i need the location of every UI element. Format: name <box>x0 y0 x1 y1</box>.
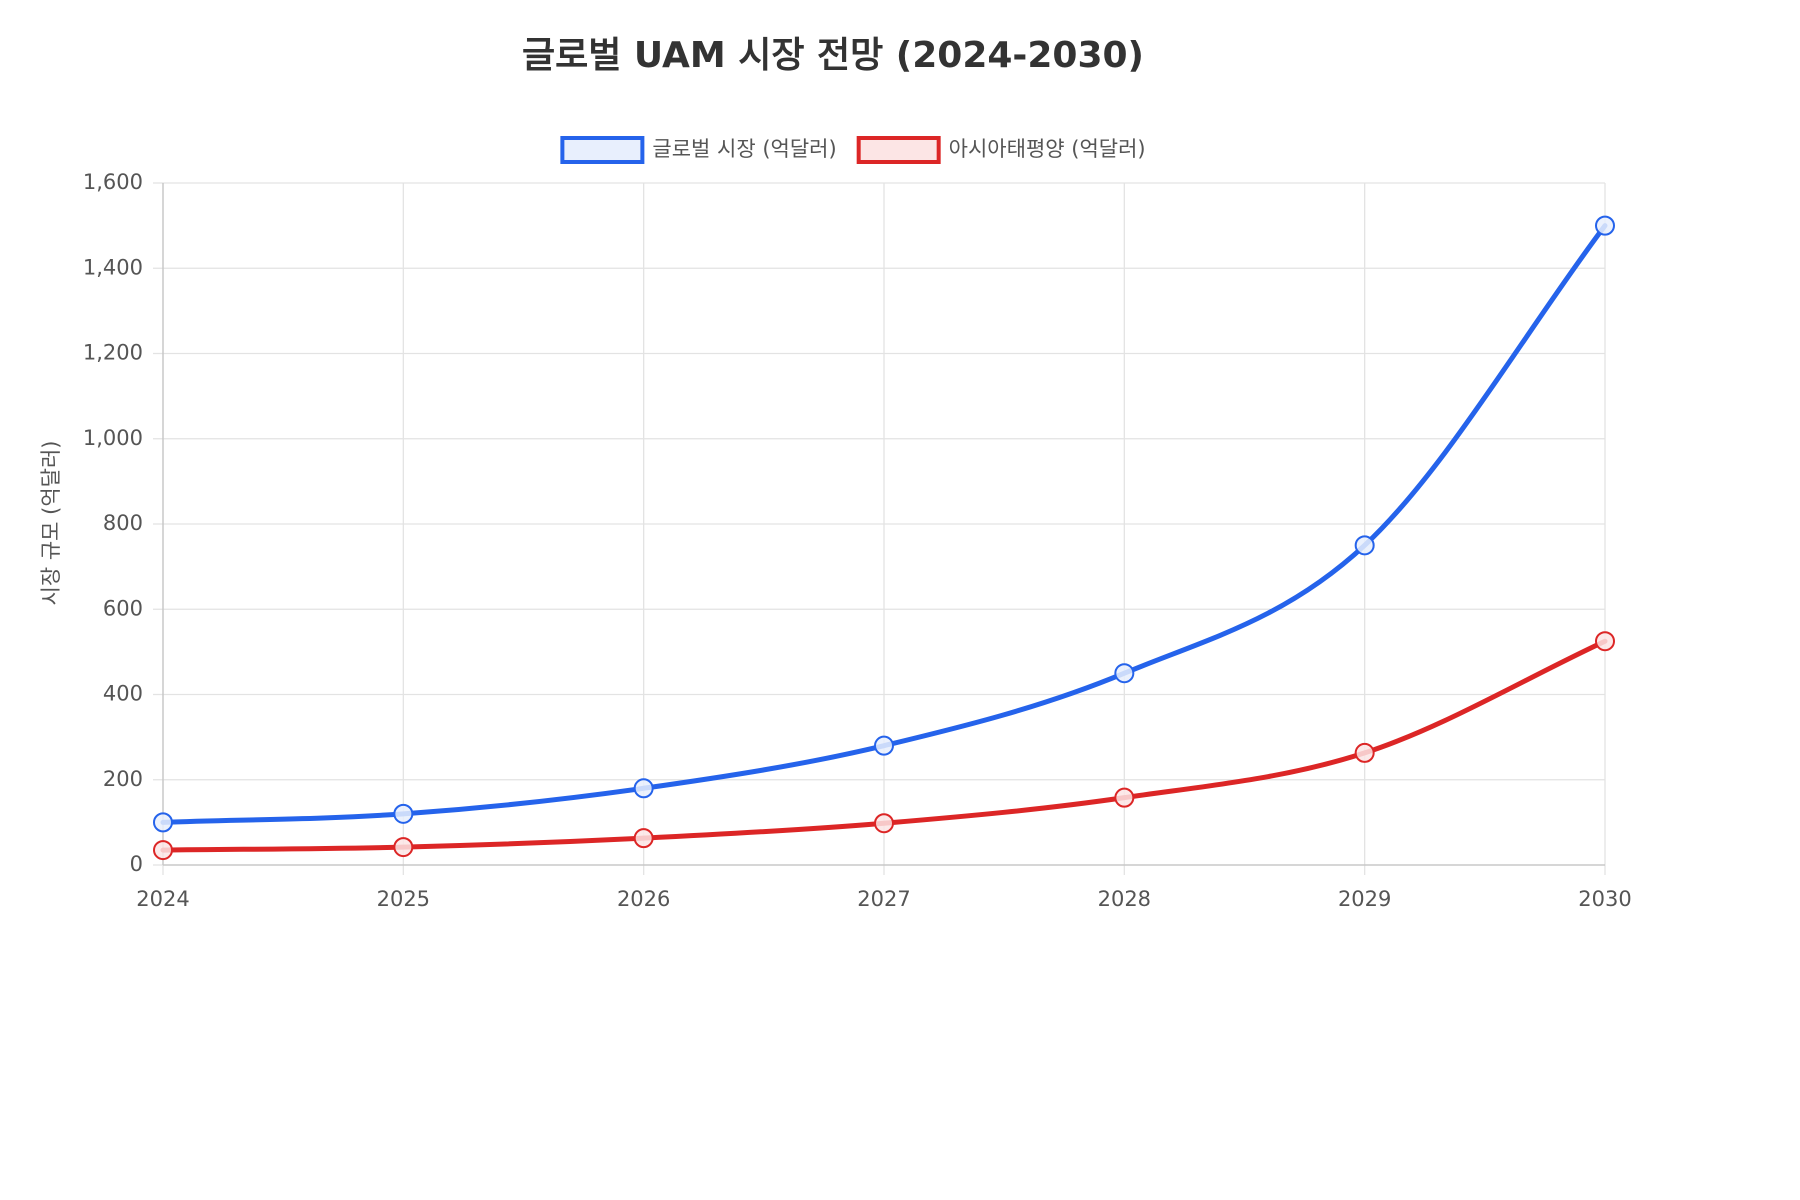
y-tick-label: 1,000 <box>83 426 143 450</box>
data-point <box>874 735 894 756</box>
legend-label: 글로벌 시장 (억달러) <box>652 137 836 161</box>
data-point <box>633 778 654 799</box>
legend-swatch-0 <box>560 136 645 164</box>
axes: 0 200 400 600 800 1,000 1,200 1,400 1,600 2024 202… <box>83 170 1632 911</box>
data-point <box>153 812 173 833</box>
legend-label: 아시아태평양 (억달러) <box>949 137 1146 161</box>
data-point <box>1595 215 1615 236</box>
y-tick-label: 1,200 <box>83 341 143 365</box>
data-point <box>393 803 414 824</box>
x-tick-label: 2027 <box>857 887 910 911</box>
series-layer <box>153 215 1615 861</box>
x-tick-label: 2028 <box>1098 887 1151 911</box>
chart-title: 글로벌 UAM 시장 전망 (2024-2030) <box>522 35 1144 76</box>
legend-swatch-1 <box>856 136 941 164</box>
data-point <box>1114 787 1135 808</box>
data-point <box>1595 631 1615 652</box>
data-point <box>1354 535 1375 556</box>
data-point <box>153 840 173 861</box>
data-point <box>1114 663 1135 684</box>
x-tick-label: 2025 <box>377 887 430 911</box>
y-tick-label: 0 <box>130 852 143 876</box>
x-tick-label: 2029 <box>1338 887 1391 911</box>
y-tick-label: 1,600 <box>83 170 143 194</box>
x-tick-label: 2030 <box>1578 887 1631 911</box>
y-tick-label: 800 <box>103 511 143 535</box>
y-tick-label: 400 <box>103 682 143 706</box>
data-point <box>1354 742 1375 763</box>
x-tick-label: 2024 <box>136 887 189 911</box>
y-tick-label: 600 <box>103 596 143 620</box>
data-point <box>633 828 654 849</box>
grid <box>153 182 1606 875</box>
x-tick-label: 2026 <box>617 887 670 911</box>
data-point <box>393 837 414 858</box>
y-tick-label: 200 <box>103 767 143 791</box>
data-point <box>874 813 894 834</box>
legend: 글로벌 시장 (억달러) 아시아태평양 (억달러) <box>560 136 1146 164</box>
y-axis-title: 시장 규모 (억달러) <box>39 441 63 606</box>
y-tick-label: 1,400 <box>83 255 143 279</box>
